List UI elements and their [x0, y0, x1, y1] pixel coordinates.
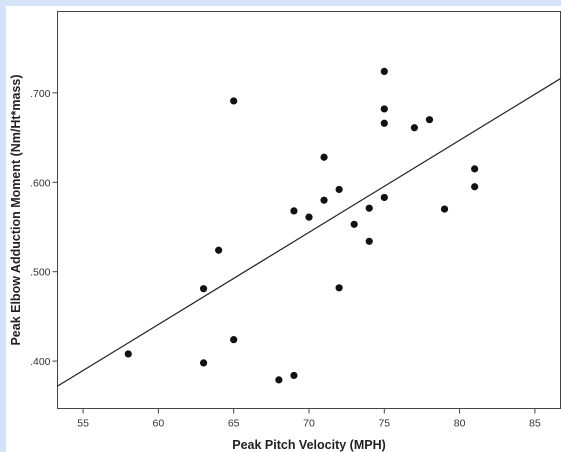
data-point [380, 105, 388, 113]
data-point [290, 207, 298, 215]
data-point [230, 336, 238, 344]
data-point [215, 246, 223, 254]
y-axis-title: Peak Elbow Adduction Moment (Nm/Ht*mass) [9, 74, 23, 345]
data-point [380, 67, 388, 76]
data-point [199, 359, 208, 367]
data-point [320, 196, 328, 204]
x-axis: 55 60 65 70 75 80 85 [77, 408, 541, 430]
data-point [425, 116, 434, 124]
fit-line [57, 78, 561, 387]
data-point [290, 371, 298, 380]
data-point [380, 193, 388, 202]
data-point [124, 350, 132, 358]
data-point [365, 237, 373, 245]
data-point [335, 185, 343, 194]
data-point [320, 153, 328, 161]
scatter-points [124, 67, 479, 384]
data-point [380, 119, 388, 127]
y-tick-label: .700 [30, 88, 51, 100]
y-axis: .400 .500 .600 .700 [30, 88, 58, 368]
x-tick-label: 75 [378, 418, 390, 430]
data-point [350, 220, 358, 228]
x-tick-label: 55 [77, 418, 89, 430]
data-point [275, 376, 283, 384]
data-point [471, 183, 479, 191]
x-tick-label: 70 [303, 418, 315, 430]
data-point [199, 285, 208, 293]
data-point [305, 213, 313, 221]
x-axis-title: Peak Pitch Velocity (MPH) [232, 438, 386, 452]
data-point [365, 204, 373, 212]
data-point [335, 284, 343, 292]
data-point [410, 124, 419, 132]
y-tick-label: .600 [30, 177, 51, 189]
chart-background [6, 6, 561, 452]
data-point [471, 165, 479, 173]
x-tick-label: 65 [228, 418, 240, 430]
data-point [230, 97, 238, 105]
data-point [440, 205, 449, 213]
x-tick-label: 60 [153, 418, 165, 430]
y-tick-label: .400 [30, 356, 51, 368]
x-tick-label: 85 [529, 418, 541, 430]
x-tick-label: 80 [454, 418, 466, 430]
fit-line-layer [57, 78, 561, 387]
y-tick-label: .500 [30, 267, 51, 279]
